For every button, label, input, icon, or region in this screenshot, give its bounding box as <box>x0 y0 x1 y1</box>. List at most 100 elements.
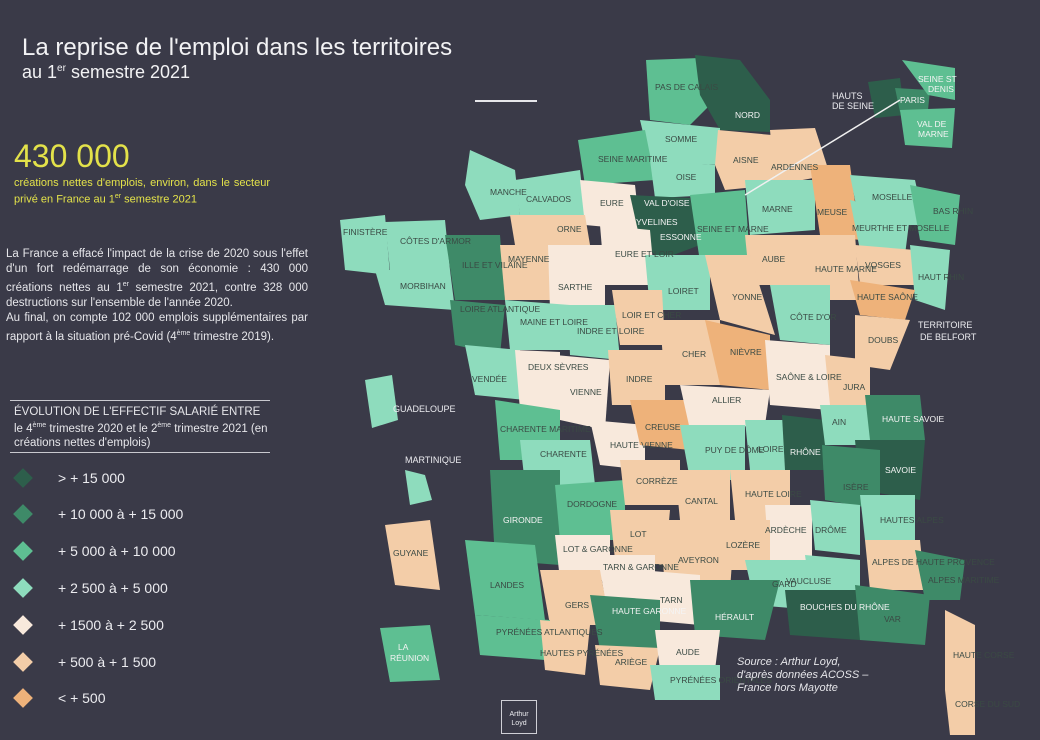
dept-shape <box>705 255 775 335</box>
dept-shape <box>765 505 812 575</box>
department-label: DOUBS <box>868 335 899 345</box>
department-label: HAUTE VIENNE <box>610 440 673 450</box>
department-label: ISÈRE <box>843 482 869 492</box>
department-label: HAUTE SAVOIE <box>882 414 945 424</box>
dept-shape <box>782 415 825 470</box>
dept-shape <box>505 300 570 350</box>
department-label: TARN & GARONNE <box>603 562 679 572</box>
dept-shape <box>612 290 665 345</box>
map-subtitle: au 1er semestre 2021 <box>22 62 191 82</box>
dept-shape <box>640 120 720 165</box>
department-label: CHARENTE <box>540 449 587 459</box>
legend-label: + 2 500 à + 5 000 <box>58 580 168 596</box>
dept-shape <box>650 665 720 700</box>
department-label: YONNE <box>732 292 763 302</box>
dept-shape <box>805 555 860 595</box>
department-label: LOIR ET CHER <box>622 310 681 320</box>
dept-shape <box>865 395 925 440</box>
department-label: SARTHE <box>558 282 593 292</box>
dept-shape <box>490 470 560 565</box>
legend-rule-bottom <box>10 452 270 453</box>
dept-shape <box>340 215 390 275</box>
legend-label: + 500 à + 1 500 <box>58 654 157 670</box>
dept-shape <box>820 405 870 445</box>
department-label: BAS RHIN <box>933 206 973 216</box>
department-label: NIÈVRE <box>730 347 762 357</box>
department-label: RHÔNE <box>790 447 821 457</box>
idf-inset-val-de-marne <box>900 108 955 148</box>
legend-label: > + 15 000 <box>58 470 125 486</box>
department-label: SEINE MARITIME <box>598 154 668 164</box>
highlight-value: 430 000 <box>14 138 130 174</box>
guyane-shape <box>385 520 440 590</box>
dept-shape <box>785 590 860 640</box>
guadeloupe-shape <box>365 375 398 428</box>
department-label: JURA <box>843 382 866 392</box>
department-label: INDRE ET LOIRE <box>577 326 645 336</box>
reunion-shape <box>380 625 440 682</box>
department-label: MEURTHE ET MOSELLE <box>852 223 950 233</box>
department-label: AIN <box>832 417 846 427</box>
label-martinique: MARTINIQUE <box>405 455 461 465</box>
department-label: PAS DE CALAIS <box>655 82 718 92</box>
label-reunion-2: RÉUNION <box>390 653 429 663</box>
dept-shape <box>680 385 770 430</box>
dept-shape <box>745 180 815 235</box>
dept-shape <box>548 245 605 310</box>
highlight-description: créations nettes d'emplois, environ, dan… <box>14 177 270 206</box>
department-label: AUDE <box>676 647 700 657</box>
department-label: MANCHE <box>490 187 527 197</box>
legend-item: < + 500 <box>13 688 106 708</box>
dept-shape <box>600 225 655 285</box>
department-label: ARIÈGE <box>615 657 647 667</box>
dept-shape <box>465 150 520 220</box>
dept-shape <box>660 520 735 590</box>
legend-title: ÉVOLUTION DE L'EFFECTIF SALARIÉ ENTRE le… <box>14 406 268 449</box>
label-val-de-marne: VAL DE <box>917 119 947 129</box>
legend-label: + 1500 à + 2 500 <box>58 617 164 633</box>
department-label: VOSGES <box>865 260 901 270</box>
dept-shape <box>590 420 645 470</box>
department-label: CALVADOS <box>526 194 571 204</box>
dept-shape <box>465 345 525 400</box>
dept-shape <box>690 580 780 640</box>
department-label: MARNE <box>762 204 793 214</box>
dept-shape <box>620 460 680 505</box>
dept-shape <box>705 320 770 390</box>
label-seine-st-denis-2: DENIS <box>928 84 954 94</box>
department-label: VIENNE <box>570 387 602 397</box>
department-label: AISNE <box>733 155 759 165</box>
department-label: YVELINES <box>636 217 678 227</box>
dept-shape <box>860 495 915 545</box>
summary-paragraph: La France a effacé l'impact de la crise … <box>6 248 308 343</box>
legend-rule-top <box>10 400 270 401</box>
legend-item: + 500 à + 1 500 <box>13 652 157 672</box>
label-val-de-marne-2: MARNE <box>918 129 949 139</box>
legend-item: + 10 000 à + 15 000 <box>13 504 183 524</box>
department-label: ORNE <box>557 224 582 234</box>
department-label: LOT <box>630 529 647 539</box>
department-label: INDRE <box>626 374 653 384</box>
department-label: CORSE DU SUD <box>955 699 1020 709</box>
label-territoire-belfort-2: DE BELFORT <box>920 332 977 342</box>
department-label: EURE <box>600 198 624 208</box>
dept-shape <box>850 200 910 255</box>
department-label: MAINE ET LOIRE <box>520 317 588 327</box>
legend-label: + 5 000 à + 10 000 <box>58 543 176 559</box>
dept-shape <box>555 480 625 540</box>
dept-shape <box>680 425 745 480</box>
label-guyane: GUYANE <box>393 548 429 558</box>
dept-shape <box>850 280 915 320</box>
dept-shape <box>540 570 610 625</box>
dept-shape <box>608 350 665 405</box>
department-label: PYRÉNÉES ATLANTIQUES <box>496 627 603 637</box>
department-label: GIRONDE <box>503 515 543 525</box>
department-label: MAYENNE <box>508 254 550 264</box>
dept-shape <box>855 315 910 370</box>
department-label: OISE <box>676 172 697 182</box>
dept-shape <box>690 190 750 262</box>
label-seine-st-denis: SEINE ST <box>918 74 957 84</box>
department-label: HAUTE GARONNE <box>612 606 686 616</box>
department-label: HAUTE CORSE <box>953 650 1015 660</box>
